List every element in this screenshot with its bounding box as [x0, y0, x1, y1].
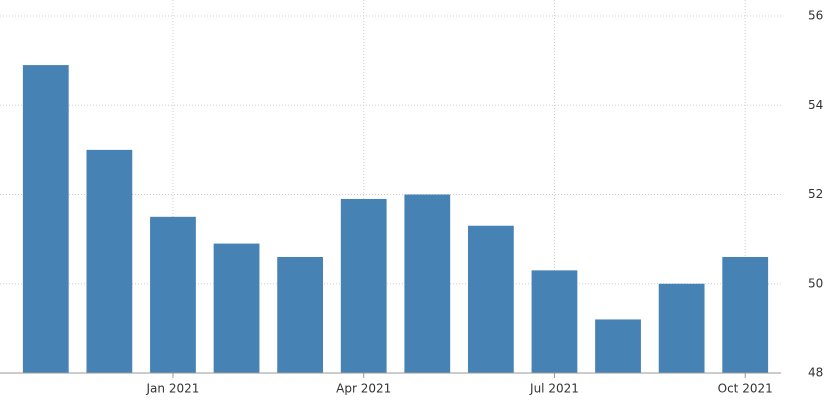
y-tick-label: 56 — [808, 9, 823, 23]
bar — [86, 149, 133, 373]
y-tick-label: 50 — [808, 276, 823, 290]
bar — [467, 225, 514, 373]
bar — [404, 194, 451, 373]
bar — [213, 243, 260, 373]
bar — [340, 198, 387, 373]
bar — [595, 319, 641, 373]
x-tick-label: Jul 2021 — [529, 382, 579, 396]
y-tick-label: 52 — [808, 187, 823, 201]
y-tick-label: 54 — [808, 98, 823, 112]
y-tick-label: 48 — [808, 366, 823, 380]
x-tick-label: Oct 2021 — [718, 382, 773, 396]
bar — [150, 216, 196, 373]
bar — [658, 283, 705, 373]
bar — [277, 256, 324, 373]
bar — [22, 65, 69, 374]
bar — [722, 256, 769, 373]
bar — [531, 270, 578, 373]
x-tick-label: Jan 2021 — [146, 382, 200, 396]
x-tick-label: Apr 2021 — [336, 382, 391, 396]
